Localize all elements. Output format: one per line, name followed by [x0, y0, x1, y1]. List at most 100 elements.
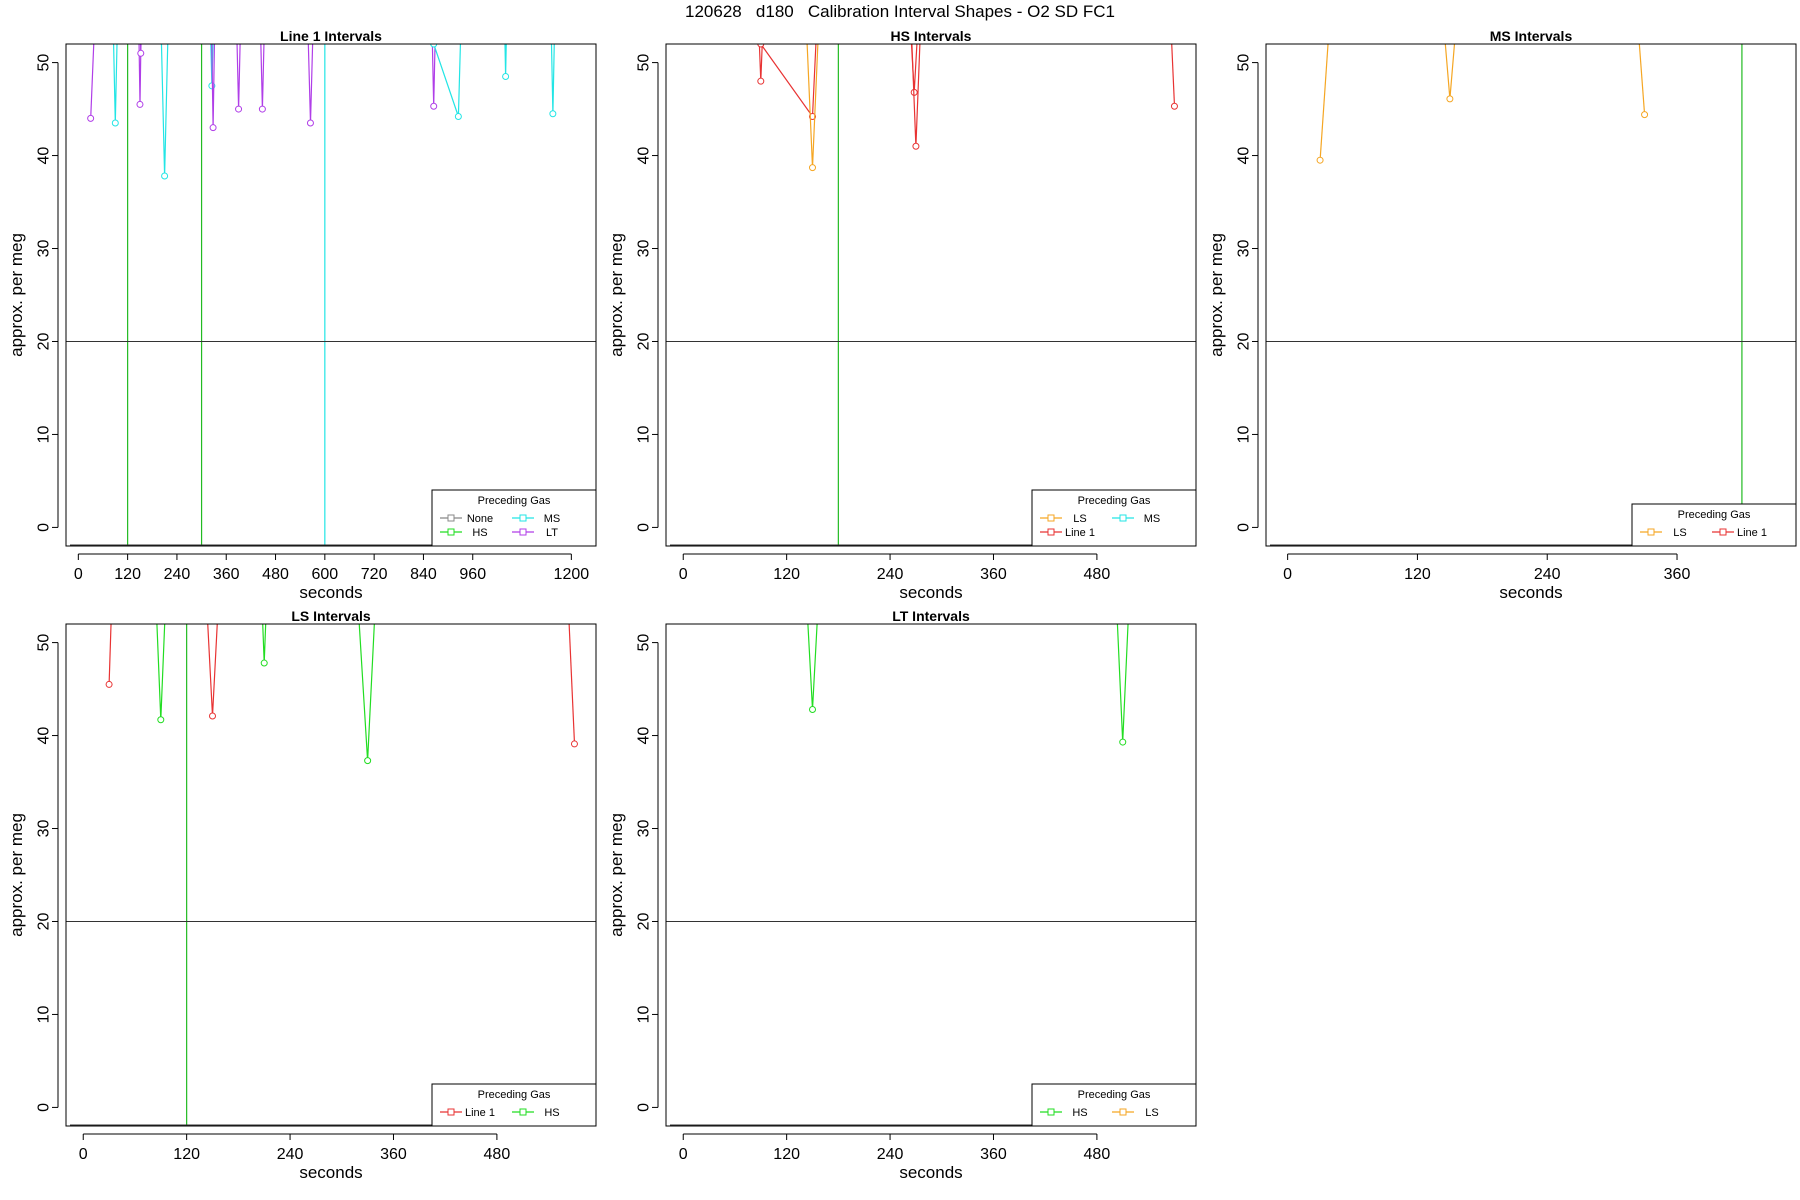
- legend-swatch-marker: [1047, 514, 1055, 522]
- x-tick-label: 360: [980, 1146, 1007, 1163]
- series-point: [105, 680, 113, 688]
- series-point: [87, 114, 95, 122]
- panel-title: Line 1 Intervals: [280, 28, 382, 44]
- series-line: [1319, 44, 1329, 161]
- series-point: [364, 757, 372, 765]
- x-tick-label: 240: [277, 1146, 304, 1163]
- x-tick-label: 240: [877, 1146, 904, 1163]
- x-tick-label: 0: [679, 566, 688, 583]
- x-tick-label: 240: [877, 566, 904, 583]
- y-tick-label: 30: [36, 820, 53, 838]
- legend-entry-label: None: [467, 513, 493, 525]
- plot-frame: [665, 623, 1197, 1127]
- series-point: [306, 119, 314, 127]
- series-point: [260, 659, 268, 667]
- legend-title: Preceding Gas: [478, 1089, 551, 1101]
- y-tick-label: 50: [636, 634, 653, 652]
- legend-title: Preceding Gas: [1078, 1089, 1151, 1101]
- series-point: [209, 124, 217, 132]
- y-tick-label: 10: [636, 1005, 653, 1023]
- y-axis-label: approx. per meg: [7, 233, 26, 357]
- legend: Preceding Gas HS LS: [1031, 1083, 1197, 1127]
- x-tick-label: 120: [114, 566, 141, 583]
- legend-title: Preceding Gas: [478, 495, 551, 507]
- plot-area: [66, 624, 596, 1126]
- plot-frame: [1265, 43, 1797, 547]
- x-axis-label: seconds: [299, 583, 362, 602]
- legend-entry-label: MS: [1144, 513, 1161, 525]
- series-point: [430, 44, 438, 48]
- y-tick-label: 10: [636, 425, 653, 443]
- series-point: [136, 100, 144, 108]
- y-tick-label: 50: [36, 634, 53, 652]
- legend-title: Preceding Gas: [1078, 495, 1151, 507]
- plot-frame: [65, 623, 597, 1127]
- plot-frame: [665, 43, 1197, 547]
- series-point: [757, 44, 765, 48]
- series-point: [111, 119, 119, 127]
- series-point: [209, 712, 217, 720]
- x-tick-label: 360: [380, 1146, 407, 1163]
- x-tick-label: 840: [410, 566, 437, 583]
- series-line: [1171, 44, 1176, 107]
- plot-area: [666, 624, 1196, 1126]
- x-tick-label: 120: [773, 1146, 800, 1163]
- series-point: [454, 113, 462, 121]
- y-tick-label: 30: [1236, 240, 1253, 258]
- series-point: [549, 110, 557, 118]
- y-tick-label: 0: [36, 1103, 53, 1112]
- x-tick-label: 480: [484, 1146, 511, 1163]
- legend-entry-label: HS: [1072, 1107, 1087, 1119]
- y-axis-label: approx. per meg: [7, 813, 26, 937]
- legend-entry-label: HS: [472, 527, 487, 539]
- y-tick-label: 20: [1236, 332, 1253, 350]
- y-tick-label: 30: [636, 820, 653, 838]
- y-tick-label: 20: [636, 912, 653, 930]
- plot-area: [666, 44, 1196, 546]
- x-tick-label: 1200: [554, 566, 590, 583]
- y-tick-label: 0: [36, 523, 53, 532]
- legend-box: [1631, 503, 1797, 547]
- legend-swatch-marker: [1047, 528, 1055, 536]
- series-point: [157, 716, 165, 724]
- series-line: [1638, 44, 1646, 115]
- y-tick-label: 50: [36, 54, 53, 72]
- x-tick-label: 360: [980, 566, 1007, 583]
- legend: Preceding Gas LS Line 1: [1631, 503, 1797, 547]
- series-line: [160, 44, 169, 177]
- x-tick-label: 0: [1283, 566, 1292, 583]
- legend-swatch-marker: [447, 528, 455, 536]
- series-point: [235, 105, 243, 113]
- y-axis: 0 10 20 30 40 50: [636, 634, 659, 1112]
- y-axis: 0 10 20 30 40 50: [1236, 54, 1259, 532]
- y-tick-label: 30: [636, 240, 653, 258]
- series-point: [1119, 738, 1127, 746]
- x-tick-label: 480: [262, 566, 289, 583]
- x-tick-label: 0: [79, 1146, 88, 1163]
- legend-entry-label: LS: [1673, 527, 1686, 539]
- series-point: [161, 172, 169, 180]
- series-line: [108, 624, 112, 685]
- y-axis: 0 10 20 30 40 50: [36, 54, 59, 532]
- y-tick-label: 20: [36, 332, 53, 350]
- legend-box: [1031, 1083, 1197, 1127]
- series-point: [757, 77, 765, 85]
- y-axis: 0 10 20 30 40 50: [36, 634, 59, 1112]
- x-tick-label: 0: [74, 566, 83, 583]
- legend-entry-label: Line 1: [1737, 527, 1767, 539]
- series-line: [568, 624, 576, 744]
- legend-entry-label: LS: [1145, 1107, 1158, 1119]
- ms-intervals-panel: MS Intervals 0 120 240 360 seconds 0 10 20 30 40 50…: [1207, 28, 1797, 602]
- series-point: [1170, 102, 1178, 110]
- legend-swatch-marker: [1119, 514, 1127, 522]
- y-tick-label: 0: [636, 1103, 653, 1112]
- series-point: [430, 102, 438, 110]
- legend-swatch-marker: [519, 514, 527, 522]
- x-tick-label: 720: [361, 566, 388, 583]
- legend-box: [431, 1083, 597, 1127]
- legend-entry-label: LT: [546, 527, 558, 539]
- legend-swatch-marker: [1647, 528, 1655, 536]
- panel-title: HS Intervals: [891, 28, 972, 44]
- ls-intervals-panel: LS Intervals 0 120 240 360 480 seconds 0 10 20 30 4…: [7, 608, 597, 1182]
- x-axis: 0 120 240 360 480: [79, 1133, 511, 1163]
